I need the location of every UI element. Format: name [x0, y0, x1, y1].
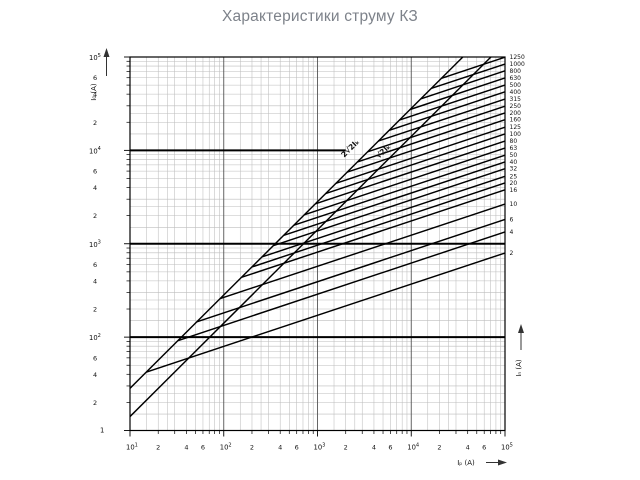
- svg-text:32: 32: [510, 166, 518, 173]
- emphasis-lines-layer: [130, 149, 505, 339]
- axis-labels-layer: 101 2 4 6 6 4 2 102 2 4 6 102 6 4 2 103 2 4 6 103 6 4 2 104 2 4 6 1…: [89, 53, 513, 452]
- reference-lines-layer: 2√2Iₖ √2Iₖ: [129, 56, 492, 418]
- rating-labels-layer: 1250100080063050040031525020016012510080…: [510, 54, 525, 257]
- svg-text:400: 400: [510, 89, 522, 96]
- svg-text:63: 63: [510, 145, 518, 152]
- svg-text:101: 101: [126, 442, 138, 451]
- fuse-curves-layer: [146, 56, 506, 373]
- svg-text:2: 2: [93, 212, 97, 220]
- svg-text:6: 6: [295, 444, 299, 452]
- axis-titles-layer: I₀ (A) Iₚ (A) Iₙ (A): [90, 48, 524, 467]
- svg-text:103: 103: [314, 442, 326, 451]
- svg-text:2: 2: [510, 250, 514, 257]
- svg-text:I₀ (A): I₀ (A): [90, 83, 98, 101]
- svg-text:125: 125: [510, 124, 522, 131]
- svg-text:2: 2: [93, 306, 97, 314]
- svg-text:80: 80: [510, 138, 518, 145]
- svg-text:2: 2: [437, 444, 441, 452]
- svg-text:105: 105: [89, 53, 101, 62]
- svg-text:10: 10: [510, 201, 518, 208]
- svg-text:6: 6: [93, 168, 97, 176]
- svg-text:2√2Iₖ: 2√2Iₖ: [339, 137, 361, 159]
- svg-text:630: 630: [510, 75, 522, 82]
- svg-text:4: 4: [93, 184, 97, 192]
- svg-text:6: 6: [388, 444, 392, 452]
- svg-text:50: 50: [510, 152, 518, 159]
- svg-text:4: 4: [93, 371, 97, 379]
- svg-text:40: 40: [510, 159, 518, 166]
- svg-text:800: 800: [510, 68, 522, 75]
- svg-text:4: 4: [278, 444, 282, 452]
- svg-text:2: 2: [250, 444, 254, 452]
- svg-text:1: 1: [100, 427, 104, 435]
- svg-text:25: 25: [510, 173, 518, 180]
- svg-text:6: 6: [93, 74, 97, 82]
- svg-text:Iₚ (A): Iₚ (A): [457, 459, 475, 467]
- svg-text:104: 104: [89, 146, 101, 155]
- svg-text:105: 105: [501, 442, 513, 451]
- page-title: Характеристики струму КЗ: [221, 8, 418, 25]
- svg-text:1250: 1250: [510, 54, 525, 61]
- svg-text:4: 4: [510, 229, 514, 236]
- svg-text:500: 500: [510, 82, 522, 89]
- svg-text:2: 2: [93, 119, 97, 127]
- svg-text:6: 6: [201, 444, 205, 452]
- svg-text:1000: 1000: [510, 61, 525, 68]
- svg-text:6: 6: [93, 354, 97, 362]
- svg-text:200: 200: [510, 110, 522, 117]
- svg-text:6: 6: [482, 444, 486, 452]
- svg-text:16: 16: [510, 187, 518, 194]
- svg-text:2: 2: [344, 444, 348, 452]
- svg-text:6: 6: [510, 216, 514, 223]
- svg-text:4: 4: [93, 277, 97, 285]
- svg-text:160: 160: [510, 117, 522, 124]
- svg-text:4: 4: [466, 444, 470, 452]
- svg-text:2: 2: [93, 399, 97, 407]
- svg-text:4: 4: [372, 444, 376, 452]
- svg-text:102: 102: [220, 442, 232, 451]
- svg-text:2: 2: [156, 444, 160, 452]
- svg-text:315: 315: [510, 96, 522, 103]
- svg-text:Iₙ (A): Iₙ (A): [515, 359, 523, 377]
- axis-ticks-layer: [124, 56, 506, 437]
- svg-text:6: 6: [93, 261, 97, 269]
- svg-text:4: 4: [93, 91, 97, 99]
- svg-text:4: 4: [184, 444, 188, 452]
- svg-text:250: 250: [510, 103, 522, 110]
- svg-text:103: 103: [89, 240, 101, 249]
- svg-text:102: 102: [89, 333, 101, 342]
- svg-text:20: 20: [510, 180, 518, 187]
- svg-text:104: 104: [407, 442, 419, 451]
- svg-text:100: 100: [510, 131, 522, 138]
